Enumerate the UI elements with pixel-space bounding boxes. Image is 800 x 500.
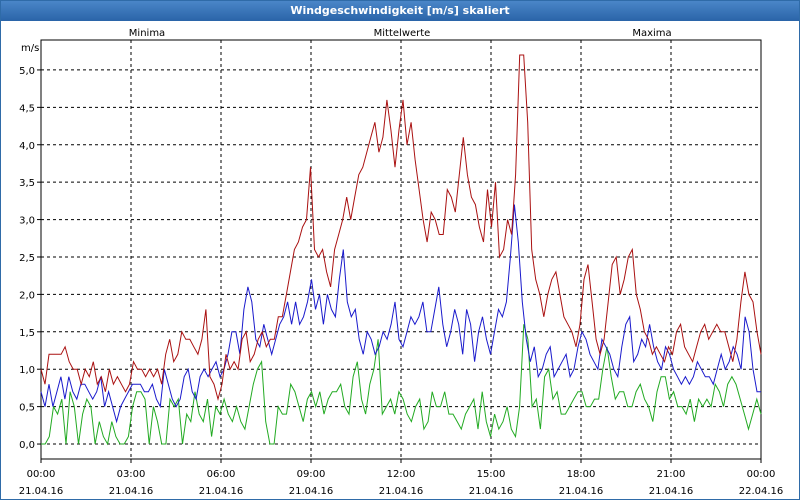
y-tick-label: 2,0 (19, 290, 35, 301)
x-tick-time: 12:00 (387, 469, 416, 480)
legend-entry-mittelwerte: Mittelwerte (374, 28, 431, 39)
x-tick-time: 09:00 (297, 469, 326, 480)
y-tick-label: 0,0 (19, 440, 35, 451)
series-lines (40, 54, 762, 446)
y-tick-label: 0,5 (19, 403, 35, 414)
x-tick-date: 21.04.16 (199, 486, 244, 497)
y-tick-label: 3,0 (19, 216, 35, 227)
x-tick-date: 21.04.16 (379, 486, 424, 497)
x-tick-date: 21.04.16 (559, 486, 604, 497)
legend-entry-minima: Minima (129, 28, 165, 39)
x-axis: 00:00 21.04.16 03:00 21.04.16 06:00 21.04.16 0… (19, 459, 784, 497)
x-tick-time: 03:00 (117, 469, 146, 480)
series-line-minima (41, 324, 762, 446)
x-tick-time: 00:00 (27, 469, 56, 480)
x-tick-time: 18:00 (567, 469, 596, 480)
x-tick-date: 21.04.16 (289, 486, 334, 497)
y-tick-label: 2,5 (19, 253, 35, 264)
y-tick-label: 4,0 (19, 141, 35, 152)
y-tick-label: 1,0 (19, 365, 35, 376)
series-line-maxima (40, 54, 762, 402)
y-tick-label: 1,5 (19, 328, 35, 339)
y-tick-label: 4,5 (19, 103, 35, 114)
x-tick-date: 21.04.16 (19, 486, 64, 497)
x-tick-time: 06:00 (207, 469, 236, 480)
y-tick-label: 3,5 (19, 178, 35, 189)
grid-lines (41, 40, 761, 459)
x-tick-date: 21.04.16 (649, 486, 694, 497)
x-tick-date: 21.04.16 (469, 486, 514, 497)
chart-svg: 0,0 0,5 1,0 1,5 2,0 2,5 3,0 3,5 4,0 4,5 5,0 00:00 2… (19, 28, 784, 497)
y-axis: 0,0 0,5 1,0 1,5 2,0 2,5 3,0 3,5 4,0 4,5 5,0 (19, 66, 41, 451)
window-title: Windgeschwindigkeit [m/s] skaliert (1, 1, 799, 21)
legend: Minima Mittelwerte Maxima (129, 28, 672, 39)
x-tick-date: 21.04.16 (109, 486, 154, 497)
legend-entry-maxima: Maxima (632, 28, 671, 39)
x-tick-time: 21:00 (657, 469, 686, 480)
y-tick-label: 5,0 (19, 66, 35, 77)
x-tick-time: 15:00 (477, 469, 506, 480)
x-tick-date: 22.04.16 (739, 486, 784, 497)
y-axis-label: m/s (21, 43, 39, 54)
series-line-mittelwerte (40, 204, 761, 424)
x-tick-time: 00:00 (747, 469, 776, 480)
